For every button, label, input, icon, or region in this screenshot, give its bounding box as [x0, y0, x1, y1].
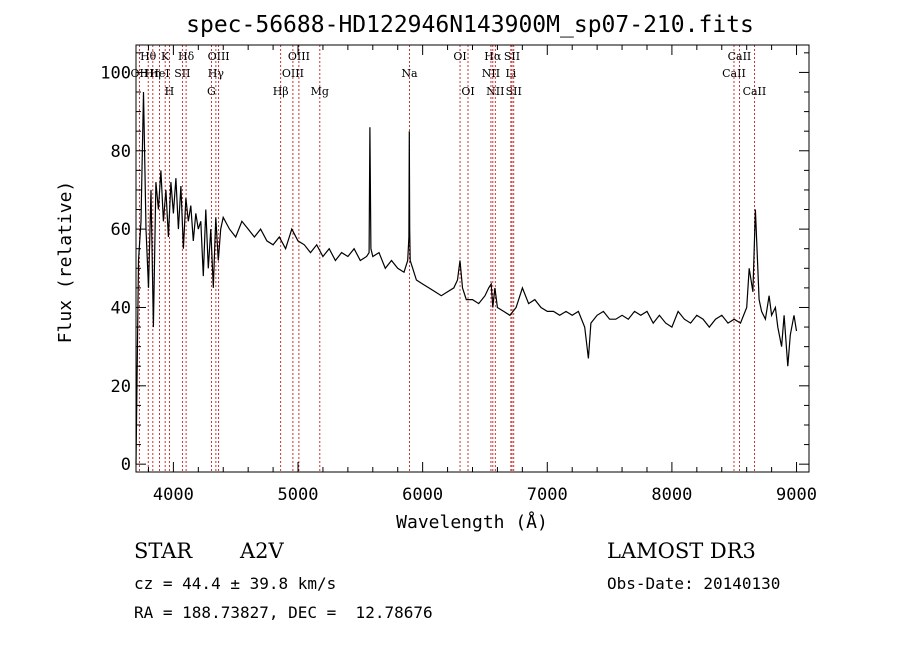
plot-frame [135, 44, 810, 473]
x-tick-label: 5000 [278, 485, 319, 505]
x-tick-label: 6000 [402, 485, 443, 505]
y-tick-label: 60 [111, 220, 131, 240]
x-tick-label: 9000 [776, 485, 817, 505]
y-axis: 0 20 40 60 80 100 [100, 52, 809, 475]
emission-line-label: SII [174, 67, 190, 80]
emission-line-label: OI [461, 85, 474, 98]
emission-line-label: NII [486, 85, 504, 98]
emission-line-label: Hα [484, 50, 502, 63]
emission-line-label: Hδ [178, 50, 195, 63]
emission-line-label: CaII [728, 50, 752, 63]
x-tick-label: 8000 [651, 485, 692, 505]
y-tick-label: 80 [111, 142, 131, 162]
emission-line-label: Hγ [208, 67, 225, 80]
object-class: STAR [134, 539, 193, 563]
emission-line-label: OI [453, 50, 466, 63]
emission-line-label: SII [504, 50, 520, 63]
emission-line-label: NII [482, 67, 500, 80]
emission-line-label: CaII [743, 85, 767, 98]
emission-line-label: Hβ [273, 85, 289, 98]
x-axis-label: Wavelength (Å) [396, 511, 548, 533]
emission-line-label: OII [131, 67, 149, 80]
emission-line-label: HeI [149, 67, 169, 80]
redshift-velocity: cz = 44.4 ± 39.8 km/s [134, 574, 337, 593]
observation-date: Obs-Date: 20140130 [607, 574, 781, 593]
survey-name: LAMOST DR3 [607, 539, 756, 563]
emission-line-label: CaII [722, 67, 746, 80]
emission-line-label: Hθ [140, 50, 157, 63]
emission-line-markers [138, 45, 755, 472]
emission-line-label: OIII [282, 67, 304, 80]
emission-line-label: Li [505, 67, 516, 80]
emission-line-label: SII [506, 85, 522, 98]
emission-line-label: Hη [145, 67, 161, 80]
spectrum-line [135, 91, 798, 465]
emission-line-label: H [165, 85, 175, 98]
y-tick-label: 20 [111, 377, 131, 397]
x-tick-label: 7000 [527, 485, 568, 505]
y-tick-label: 40 [111, 298, 131, 318]
y-axis-label: Flux (relative) [55, 181, 76, 344]
emission-line-label: K [161, 50, 170, 63]
chart-title: spec-56688-HD122946N143900M_sp07-210.fit… [186, 12, 754, 38]
emission-line-label: Mg [311, 85, 329, 98]
y-tick-label: 100 [100, 63, 131, 83]
y-tick-label: 0 [121, 455, 131, 475]
emission-line-label: G [207, 85, 216, 98]
x-axis: 4000 5000 6000 7000 8000 9000 [147, 45, 817, 505]
x-tick-label: 4000 [153, 485, 194, 505]
emission-line-label: OIII [288, 50, 310, 63]
emission-line-label: Na [401, 67, 418, 80]
spectral-subclass: A2V [240, 539, 284, 563]
emission-line-label: OIII [208, 50, 230, 63]
coordinates: RA = 188.73827, DEC = 12.78676 [134, 603, 433, 622]
